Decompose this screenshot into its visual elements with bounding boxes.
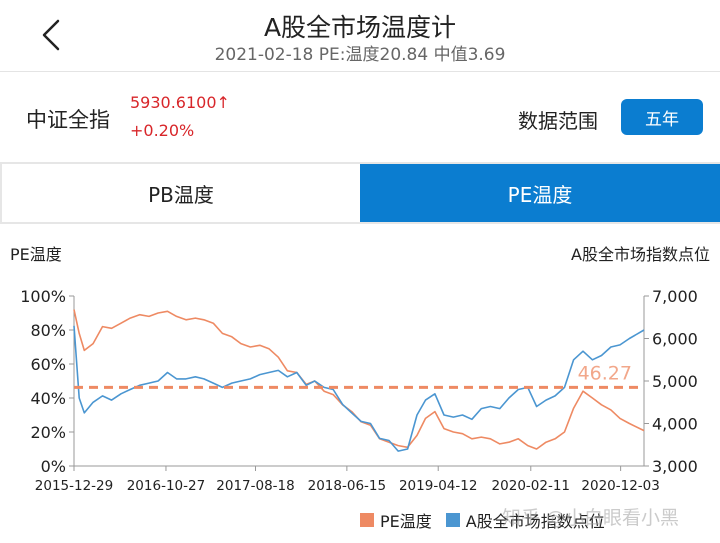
x-tick-label: 2017-08-18 <box>216 478 294 494</box>
left-tick-label: 0% <box>41 457 66 476</box>
left-axis-title: PE温度 <box>10 245 62 264</box>
left-tick-label: 20% <box>30 423 66 442</box>
right-tick-label: 4,000 <box>652 415 698 434</box>
pe-temperature-line <box>73 309 645 450</box>
legend-label-pe: PE温度 <box>380 512 432 531</box>
legend-item-index: A股全市场指数点位 <box>445 508 605 532</box>
right-axis-title: A股全市场指数点位 <box>571 245 710 264</box>
pe-temperature-chart[interactable]: 0% 20% 40% 60% 80% 100% 3,000 4,000 5,000 6,000 7,… <box>0 280 720 495</box>
index-name: 中证全指 <box>26 108 110 132</box>
chart-legend: PE温度 A股全市场指数点位 <box>360 508 619 532</box>
x-tick-label: 2020-02-11 <box>492 478 570 494</box>
legend-label-index: A股全市场指数点位 <box>465 512 605 531</box>
x-tick-label: 2019-04-12 <box>399 478 477 494</box>
index-points-line <box>73 325 645 452</box>
index-info-panel: 中证全指 5930.6100↑ +0.20% 数据范围 五年 <box>0 72 720 162</box>
tab-pe-temperature[interactable]: PE温度 <box>360 164 720 222</box>
left-tick-label: 60% <box>30 355 66 374</box>
reference-line-label: 46.27 <box>578 362 632 384</box>
right-tick-label: 6,000 <box>652 330 698 349</box>
page-subtitle: 2021-02-18 PE:温度20.84 中值3.69 <box>214 45 506 65</box>
x-tick-label: 2018-06-15 <box>308 478 386 494</box>
tab-pb-temperature[interactable]: PB温度 <box>0 164 360 222</box>
back-arrow-icon[interactable] <box>36 18 70 52</box>
left-tick-label: 40% <box>30 389 66 408</box>
page-title: A股全市场温度计 <box>263 13 457 42</box>
left-tick-label: 100% <box>20 287 66 306</box>
index-price: 5930.6100↑ <box>130 93 230 112</box>
range-label: 数据范围 <box>518 109 598 133</box>
left-tick-label: 80% <box>30 321 66 340</box>
right-tick-label: 5,000 <box>652 372 698 391</box>
range-button[interactable]: 五年 <box>621 99 703 135</box>
nav-bar: A股全市场温度计 2021-02-18 PE:温度20.84 中值3.69 <box>0 0 720 72</box>
index-change: +0.20% <box>130 121 195 140</box>
right-tick-label: 7,000 <box>652 287 698 306</box>
right-tick-label: 3,000 <box>652 457 698 476</box>
legend-swatch-index <box>445 513 460 527</box>
x-tick-label: 2015-12-29 <box>35 478 113 494</box>
x-tick-label: 2016-10-27 <box>127 478 205 494</box>
legend-item-pe: PE温度 <box>360 508 432 532</box>
temperature-tabs: PB温度 PE温度 <box>0 162 720 224</box>
x-tick-label: 2020-12-03 <box>581 478 659 494</box>
legend-swatch-pe <box>360 513 374 527</box>
